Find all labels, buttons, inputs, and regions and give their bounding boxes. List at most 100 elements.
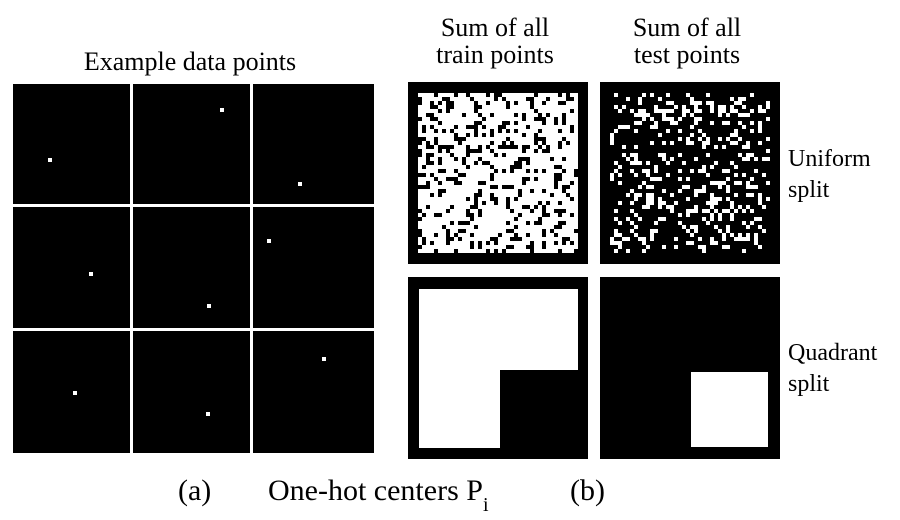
- train-pixel: [434, 237, 438, 241]
- train-pixel: [478, 249, 482, 253]
- train-pixel: [490, 225, 494, 229]
- test-pixel: [698, 189, 702, 193]
- test-pixel: [726, 121, 730, 125]
- train-pixel: [438, 245, 442, 249]
- train-pixel: [434, 181, 438, 185]
- train-pixel: [434, 229, 438, 233]
- train-pixel: [518, 229, 522, 233]
- test-pixel: [758, 129, 762, 133]
- train-pixel: [510, 181, 514, 185]
- train-pixel: [438, 125, 442, 129]
- test-pixel: [694, 205, 698, 209]
- test-pixel: [750, 109, 754, 113]
- train-pixel: [518, 153, 522, 157]
- train-pixel: [506, 249, 510, 253]
- test-pixel: [742, 125, 746, 129]
- train-pixel: [458, 117, 462, 121]
- train-pixel: [490, 125, 494, 129]
- train-pixel: [562, 229, 566, 233]
- train-pixel: [514, 245, 518, 249]
- train-pixel: [418, 169, 422, 173]
- train-pixel: [546, 205, 550, 209]
- train-pixel: [554, 97, 558, 101]
- train-pixel: [442, 101, 446, 105]
- test-pixel: [702, 141, 706, 145]
- train-pixel: [574, 113, 578, 117]
- train-pixel: [546, 109, 550, 113]
- train-pixel: [450, 241, 454, 245]
- train-pixel: [494, 245, 498, 249]
- train-pixel: [422, 189, 426, 193]
- train-pixel: [470, 137, 474, 141]
- train-pixel: [450, 141, 454, 145]
- train-pixel: [418, 213, 422, 217]
- train-pixel: [462, 213, 466, 217]
- train-pixel: [538, 213, 542, 217]
- train-pixel: [470, 173, 474, 177]
- train-pixel: [518, 149, 522, 153]
- test-pixel: [698, 245, 702, 249]
- train-pixel: [494, 101, 498, 105]
- train-pixel: [554, 217, 558, 221]
- train-pixel: [454, 229, 458, 233]
- train-pixel: [510, 121, 514, 125]
- caption-subscript: i: [482, 494, 489, 516]
- train-pixel: [434, 241, 438, 245]
- train-pixel: [482, 245, 486, 249]
- train-pixel: [458, 121, 462, 125]
- train-pixel: [458, 93, 462, 97]
- train-pixel: [494, 221, 498, 225]
- train-pixel: [498, 141, 502, 145]
- train-pixel: [502, 197, 506, 201]
- train-pixel: [574, 197, 578, 201]
- test-pixel: [614, 129, 618, 133]
- train-pixel: [510, 93, 514, 97]
- test-pixel: [686, 209, 690, 213]
- train-pixel: [550, 177, 554, 181]
- train-pixel: [442, 125, 446, 129]
- train-pixel: [530, 185, 534, 189]
- train-pixel: [538, 153, 542, 157]
- train-pixel: [462, 209, 466, 213]
- test-pixel: [626, 97, 630, 101]
- train-pixel: [514, 109, 518, 113]
- train-pixel: [502, 225, 506, 229]
- train-pixel: [530, 237, 534, 241]
- train-pixel: [426, 169, 430, 173]
- test-pixel: [766, 157, 770, 161]
- train-pixel: [450, 149, 454, 153]
- test-pixel: [766, 197, 770, 201]
- train-pixel: [462, 117, 466, 121]
- train-pixel: [502, 173, 506, 177]
- train-pixel: [522, 161, 526, 165]
- train-pixel: [502, 201, 506, 205]
- train-pixel: [518, 233, 522, 237]
- train-pixel: [570, 237, 574, 241]
- test-pixel: [630, 221, 634, 225]
- test-pixel: [638, 121, 642, 125]
- train-pixel: [530, 137, 534, 141]
- train-pixel: [538, 125, 542, 129]
- train-pixel: [522, 121, 526, 125]
- train-pixel: [546, 225, 550, 229]
- train-pixel: [502, 129, 506, 133]
- train-pixel: [526, 173, 530, 177]
- train-pixel: [574, 157, 578, 161]
- test-pixel: [742, 221, 746, 225]
- train-pixel: [546, 189, 550, 193]
- train-pixel: [486, 133, 490, 137]
- train-pixel: [562, 93, 566, 97]
- train-pixel: [442, 157, 446, 161]
- train-pixel: [438, 93, 442, 97]
- test-pixel: [638, 161, 642, 165]
- test-pixel: [694, 121, 698, 125]
- train-pixel: [530, 109, 534, 113]
- train-pixel: [534, 249, 538, 253]
- train-pixel: [474, 157, 478, 161]
- train-pixel: [502, 105, 506, 109]
- test-pixel: [614, 233, 618, 237]
- test-pixel: [722, 121, 726, 125]
- train-pixel: [510, 225, 514, 229]
- test-pixel: [702, 209, 706, 213]
- test-pixel: [642, 249, 646, 253]
